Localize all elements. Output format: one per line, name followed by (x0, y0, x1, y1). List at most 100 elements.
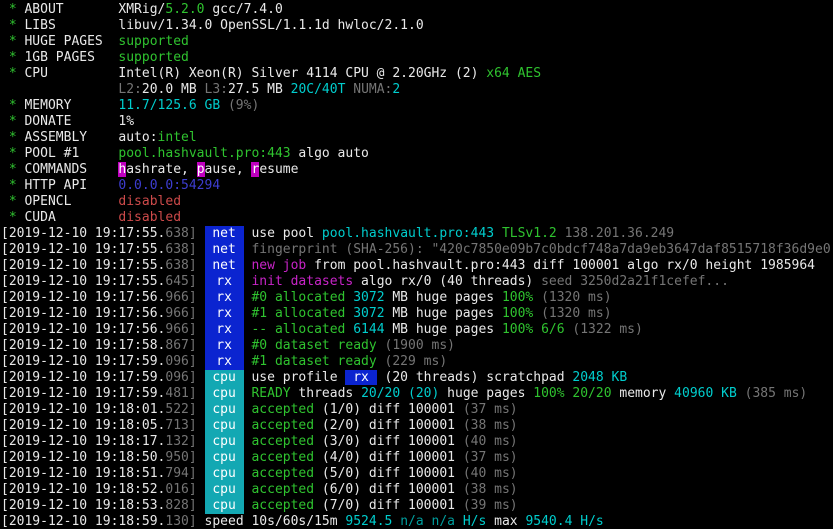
terminal-text (197, 82, 205, 97)
log-cpu-use-profile: [2019-12-10 19:17:59.096] cpu use profil… (1, 370, 833, 386)
terminal-text: rx (345, 370, 377, 385)
terminal-text: speed 10s/60s/15m (204, 514, 346, 529)
terminal-text: H/s (462, 514, 487, 529)
terminal-text: 096] (165, 370, 205, 385)
terminal-text: (6/0) diff 100001 (314, 482, 463, 497)
log-cpu-accepted-3: [2019-12-10 19:18:17.132] cpu accepted (… (1, 434, 833, 450)
terminal-text: (4/0) diff 100001 (314, 450, 463, 465)
badge-cpu: cpu (204, 370, 244, 386)
terminal-text: accepted (251, 402, 315, 417)
terminal-text: 867] (165, 338, 205, 353)
badge-net: net (204, 258, 244, 274)
terminal-text: HUGE PAGES (24, 34, 119, 49)
terminal-text: (1322 ms) (572, 322, 643, 337)
terminal-text: 132] (165, 434, 205, 449)
terminal-text: 1% (118, 114, 135, 129)
terminal-text: (20 threads) scratchpad (376, 370, 573, 385)
terminal-text (533, 306, 541, 321)
terminal-text: * (1, 178, 25, 193)
terminal-text: (39 ms) (462, 498, 518, 513)
badge-net: net (204, 226, 244, 242)
badge-rx: rx (204, 306, 244, 322)
terminal-text: accepted (251, 434, 315, 449)
terminal-text: pool.hashvault.pro:443 (118, 146, 291, 161)
terminal-text: [2019-12-10 19:18:50. (1, 450, 166, 465)
terminal-text: 100% 6/6 (501, 322, 565, 337)
terminal-text: POOL #1 (24, 146, 119, 161)
terminal-text: supported (118, 34, 189, 49)
terminal-text: 138.201.36.249 (564, 226, 675, 241)
terminal-text: 5.2.0 (165, 2, 205, 17)
terminal-text: ause, (204, 162, 252, 177)
terminal-text: HTTP API (24, 178, 119, 193)
terminal-text: [2019-12-10 19:17:55. (1, 226, 166, 241)
terminal-text: CPU (24, 66, 119, 81)
badge-rx: rx (204, 322, 244, 338)
terminal-text: 9524.5 (345, 514, 393, 529)
terminal-text: (3/0) diff 100001 (314, 434, 463, 449)
terminal-text: 966] (165, 290, 205, 305)
terminal-text: * (1, 146, 25, 161)
terminal-text: CUDA (24, 210, 119, 225)
terminal-text: [2019-12-10 19:17:55. (1, 258, 166, 273)
log-net-fingerprint: [2019-12-10 19:17:55.638] net fingerprin… (1, 242, 833, 258)
terminal-text: * (1, 130, 25, 145)
terminal-text: from pool.hashvault.pro:443 diff 100001 … (306, 258, 815, 273)
terminal-text: [2019-12-10 19:17:59. (1, 370, 166, 385)
terminal-text: (37 ms) (462, 402, 518, 417)
terminal-text: x64 AES (486, 66, 542, 81)
log-rx-allocated-1: [2019-12-10 19:17:56.966] rx #1 allocate… (1, 306, 833, 322)
terminal-text: -- allocated (251, 322, 346, 337)
terminal-text: MB huge pages (384, 306, 502, 321)
terminal-text: * (1, 210, 25, 225)
terminal-text: accepted (251, 466, 315, 481)
terminal-text: h (118, 162, 127, 177)
terminal-text (494, 226, 502, 241)
terminal-text: algo rx/0 (40 threads) (353, 274, 542, 289)
terminal-text: 9540.4 H/s (525, 514, 604, 529)
badge-rx: rx (204, 290, 244, 306)
terminal-text: 3072 (353, 290, 385, 305)
log-rx-allocated-total: [2019-12-10 19:17:56.966] rx -- allocate… (1, 322, 833, 338)
terminal-text: 016] (165, 482, 205, 497)
terminal-text: [2019-12-10 19:17:58. (1, 338, 166, 353)
terminal-text: 40960 KB (674, 386, 737, 401)
terminal-text: * (1, 114, 25, 129)
terminal-text: 794] (165, 466, 205, 481)
terminal-text: [2019-12-10 19:17:56. (1, 306, 166, 321)
terminal-text: [2019-12-10 19:18:53. (1, 498, 166, 513)
terminal-text: [2019-12-10 19:18:01. (1, 402, 166, 417)
badge-net: net (204, 242, 244, 258)
terminal-text: 27.5 MB (228, 82, 283, 97)
terminal-text: [2019-12-10 19:18:52. (1, 482, 166, 497)
terminal-text: (40 ms) (462, 434, 518, 449)
line-commands: * COMMANDS hashrate, pause, resume (1, 162, 833, 178)
terminal-text: [2019-12-10 19:17:55. (1, 274, 166, 289)
log-cpu-accepted-5: [2019-12-10 19:18:51.794] cpu accepted (… (1, 466, 833, 482)
terminal-text: (1320 ms) (541, 290, 612, 305)
terminal-text: accepted (251, 450, 315, 465)
terminal-text: (5/0) diff 100001 (314, 466, 463, 481)
terminal-text: supported (118, 50, 189, 65)
terminal-text: r (251, 162, 260, 177)
terminal-text: 2048 KB (572, 370, 628, 385)
terminal-text: pool.hashvault.pro:443 (321, 226, 495, 241)
terminal-text: (38 ms) (462, 482, 518, 497)
terminal-text: (1900 ms) (384, 338, 455, 353)
terminal-text: ASSEMBLY (24, 130, 119, 145)
terminal-text: 6144 (353, 322, 385, 337)
terminal-text: 100% 20/20 (533, 386, 612, 401)
terminal-text: 20.0 MB (141, 82, 197, 97)
terminal-text: * (1, 50, 25, 65)
badge-rx: rx (204, 274, 244, 290)
log-speed: [2019-12-10 19:18:59.130] speed 10s/60s/… (1, 514, 833, 529)
line-memory: * MEMORY 11.7/125.6 GB (9%) (1, 98, 833, 114)
terminal-text: 11.7/125.6 GB (118, 98, 221, 113)
terminal-text: 20C/40T (290, 82, 346, 97)
log-cpu-accepted-7: [2019-12-10 19:18:53.828] cpu accepted (… (1, 498, 833, 514)
log-cpu-accepted-2: [2019-12-10 19:18:05.713] cpu accepted (… (1, 418, 833, 434)
badge-cpu: cpu (204, 402, 244, 418)
line-http-api: * HTTP API 0.0.0.0:54294 (1, 178, 833, 194)
terminal-text: 638] (165, 242, 205, 257)
